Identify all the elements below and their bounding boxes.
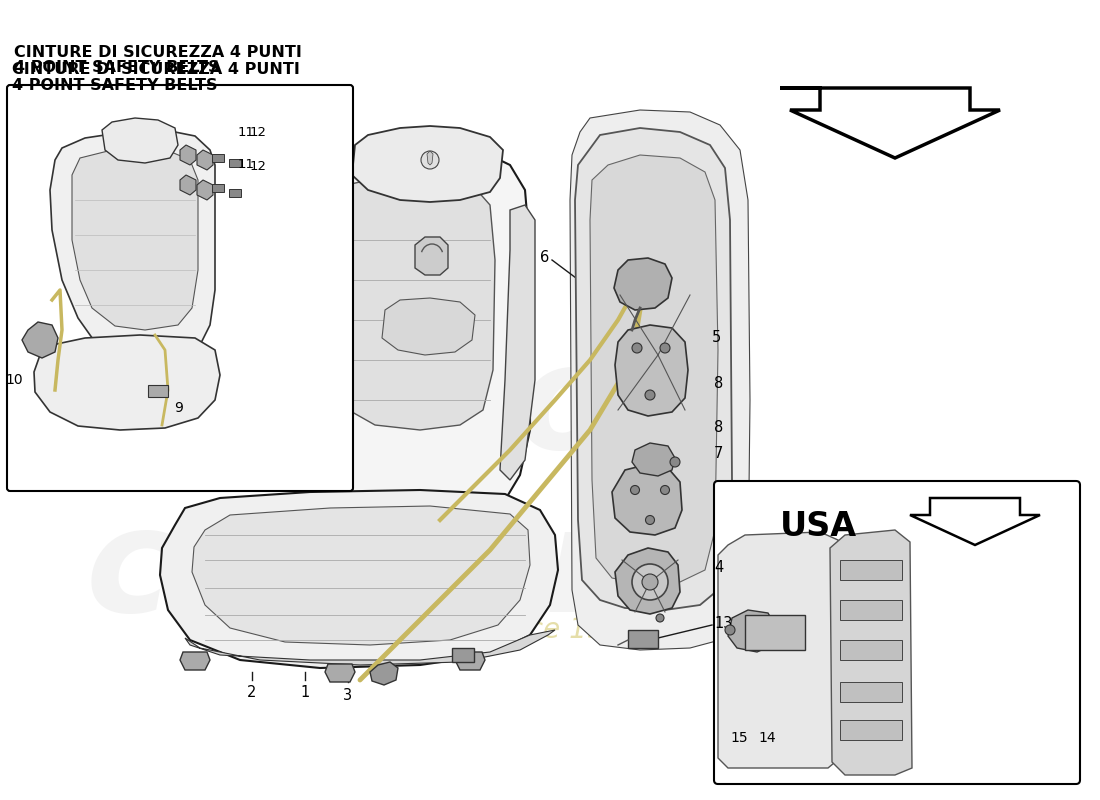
Polygon shape xyxy=(455,652,485,670)
Text: 8: 8 xyxy=(714,421,724,435)
Bar xyxy=(745,615,805,650)
Polygon shape xyxy=(324,664,355,682)
Text: 4 POINT SAFETY BELTS: 4 POINT SAFETY BELTS xyxy=(12,78,218,93)
Polygon shape xyxy=(197,150,213,170)
Polygon shape xyxy=(500,205,535,480)
Polygon shape xyxy=(34,335,220,430)
Text: 10: 10 xyxy=(6,373,23,387)
Text: USA: USA xyxy=(780,510,857,543)
Polygon shape xyxy=(238,142,530,520)
Polygon shape xyxy=(102,118,178,163)
Bar xyxy=(840,682,902,702)
Circle shape xyxy=(421,151,439,169)
Polygon shape xyxy=(718,532,840,768)
Text: 9: 9 xyxy=(174,401,183,415)
Polygon shape xyxy=(615,548,680,614)
Circle shape xyxy=(670,457,680,467)
Polygon shape xyxy=(282,180,495,430)
Polygon shape xyxy=(615,325,688,416)
Circle shape xyxy=(646,515,654,525)
Circle shape xyxy=(642,574,658,590)
Polygon shape xyxy=(370,662,398,685)
Polygon shape xyxy=(570,110,750,650)
Polygon shape xyxy=(352,126,503,202)
Text: 2: 2 xyxy=(248,685,256,700)
Polygon shape xyxy=(22,322,58,358)
Text: CINTURE DI SICUREZZA 4 PUNTI: CINTURE DI SICUREZZA 4 PUNTI xyxy=(14,45,301,60)
Polygon shape xyxy=(50,130,215,362)
Polygon shape xyxy=(614,258,672,310)
Polygon shape xyxy=(185,630,556,665)
Polygon shape xyxy=(728,610,776,652)
Text: 4 POINT SAFETY BELTS: 4 POINT SAFETY BELTS xyxy=(14,60,220,75)
Polygon shape xyxy=(72,148,198,330)
Bar xyxy=(840,640,902,660)
Text: 6: 6 xyxy=(540,250,549,265)
Text: 15: 15 xyxy=(730,731,748,745)
Polygon shape xyxy=(160,490,558,668)
Bar xyxy=(148,385,168,397)
Text: 5: 5 xyxy=(712,330,722,346)
Polygon shape xyxy=(830,530,912,775)
Polygon shape xyxy=(612,465,682,535)
Bar xyxy=(628,630,658,648)
FancyBboxPatch shape xyxy=(7,85,353,491)
Text: 7: 7 xyxy=(714,446,724,461)
Text: CINTURE DI SICUREZZA 4 PUNTI: CINTURE DI SICUREZZA 4 PUNTI xyxy=(12,62,300,77)
Polygon shape xyxy=(232,198,285,455)
Polygon shape xyxy=(575,128,732,610)
Polygon shape xyxy=(212,184,224,192)
Polygon shape xyxy=(415,237,448,275)
Polygon shape xyxy=(910,498,1040,545)
FancyBboxPatch shape xyxy=(714,481,1080,784)
Bar xyxy=(840,600,902,620)
Polygon shape xyxy=(229,159,241,167)
Polygon shape xyxy=(180,652,210,670)
Circle shape xyxy=(630,486,639,494)
Polygon shape xyxy=(212,154,224,162)
Polygon shape xyxy=(197,180,213,200)
Polygon shape xyxy=(180,145,196,165)
Bar xyxy=(840,560,902,580)
Polygon shape xyxy=(229,189,241,197)
Text: 4: 4 xyxy=(714,561,724,575)
Polygon shape xyxy=(180,175,196,195)
Text: euro
carparts: euro carparts xyxy=(86,338,774,642)
Polygon shape xyxy=(632,443,675,476)
Circle shape xyxy=(645,390,654,400)
Text: 11: 11 xyxy=(238,126,255,138)
Bar xyxy=(452,648,474,662)
Polygon shape xyxy=(192,506,530,645)
Text: 8: 8 xyxy=(714,375,724,390)
Text: 12: 12 xyxy=(250,126,267,139)
Polygon shape xyxy=(780,88,1000,158)
Circle shape xyxy=(632,343,642,353)
Text: 11: 11 xyxy=(238,158,255,171)
Polygon shape xyxy=(382,298,475,355)
Text: 12: 12 xyxy=(250,159,267,173)
Circle shape xyxy=(725,625,735,635)
Circle shape xyxy=(656,614,664,622)
Polygon shape xyxy=(590,155,718,584)
Text: 3: 3 xyxy=(343,688,353,703)
Circle shape xyxy=(632,564,668,600)
Polygon shape xyxy=(427,151,433,165)
Text: 13: 13 xyxy=(714,615,733,630)
Text: a passion for parts since 1985: a passion for parts since 1985 xyxy=(220,616,640,644)
Bar xyxy=(840,720,902,740)
Circle shape xyxy=(660,343,670,353)
Text: 14: 14 xyxy=(758,731,776,745)
Text: 1: 1 xyxy=(300,685,309,700)
Circle shape xyxy=(660,486,670,494)
